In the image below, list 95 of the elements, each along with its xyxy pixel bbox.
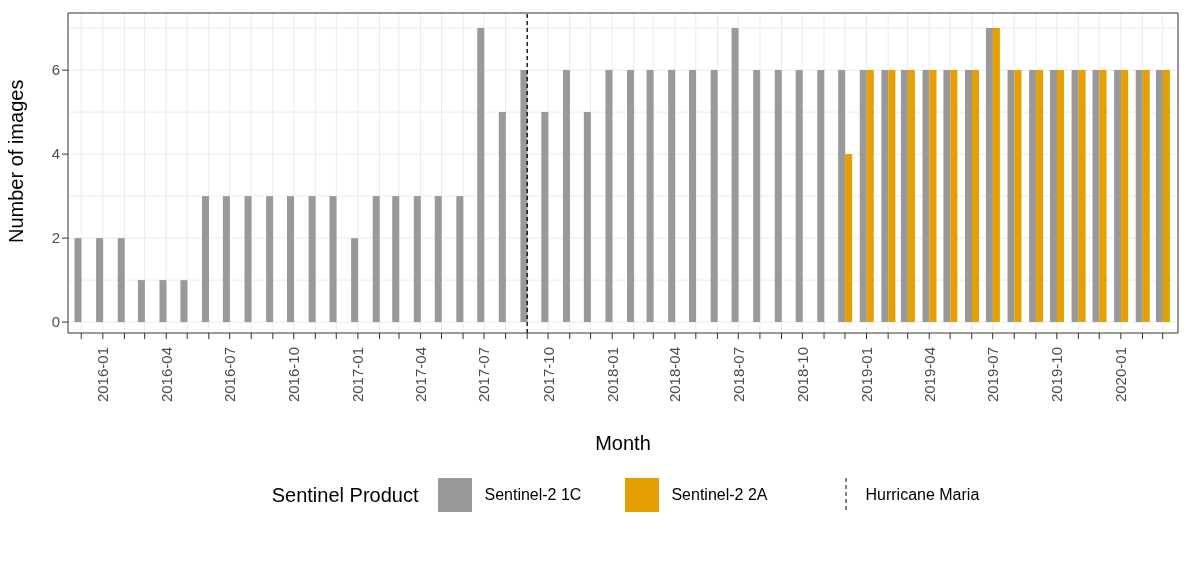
y-tick-label: 4: [51, 145, 60, 163]
bar: [520, 70, 528, 323]
x-tick-label: 2019-07: [984, 347, 1002, 403]
bar: [627, 70, 635, 323]
bar: [845, 154, 853, 323]
bar: [1135, 70, 1143, 323]
bar: [646, 70, 654, 323]
bar: [888, 70, 896, 323]
bar: [541, 112, 549, 323]
bar: [950, 70, 958, 323]
x-tick-label: 2018-10: [793, 347, 811, 403]
bar: [605, 70, 613, 323]
bar: [817, 70, 825, 323]
bar: [1057, 70, 1064, 323]
bar: [907, 70, 915, 323]
x-tick-label: 2018-01: [603, 347, 621, 403]
x-axis-title: Month: [595, 432, 651, 454]
y-axis-title: Number of images: [5, 79, 28, 243]
x-tick-label: 2017-01: [349, 347, 367, 403]
x-tick-label: 2018-04: [666, 347, 684, 403]
bar: [1050, 70, 1057, 323]
bar: [1099, 70, 1107, 323]
bar: [266, 196, 274, 323]
y-tick-label: 2: [51, 229, 60, 247]
bar: [434, 196, 442, 323]
bar: [180, 280, 188, 323]
legend-title: Sentinel Product: [271, 483, 419, 507]
bar: [985, 28, 993, 323]
bar: [971, 70, 979, 323]
bar: [859, 70, 867, 323]
bar: [838, 70, 846, 323]
bar: [689, 70, 697, 323]
bar: [668, 70, 676, 323]
x-tick-label: 2020-01: [1112, 347, 1130, 403]
bar: [731, 28, 739, 323]
bar: [96, 238, 104, 323]
x-tick-label: 2019-10: [1048, 347, 1066, 403]
bar: [1029, 70, 1037, 323]
x-tick-label: 2017-07: [475, 347, 493, 403]
bar: [413, 196, 421, 323]
bar: [222, 196, 230, 323]
bar: [456, 196, 464, 323]
legend-label: Hurricane Maria: [865, 486, 980, 504]
bar: [881, 70, 889, 323]
legend-label: Sentinel-2 1C: [484, 486, 582, 504]
y-tick-label: 6: [51, 61, 60, 79]
bar: [308, 196, 316, 323]
bar: [774, 70, 782, 323]
bar: [900, 70, 908, 323]
bar: [392, 196, 400, 323]
bar: [1121, 70, 1129, 323]
bar: [372, 196, 380, 323]
bar: [753, 70, 761, 323]
bar: [1155, 70, 1163, 323]
bar: [74, 238, 82, 323]
bar: [964, 70, 972, 323]
bar: [477, 28, 485, 323]
bar: [929, 70, 937, 323]
bar: [498, 112, 506, 323]
bar: [583, 112, 591, 323]
bar: [795, 70, 803, 323]
y-tick-label: 0: [51, 313, 60, 331]
bar: [1162, 70, 1170, 323]
x-tick-label: 2018-07: [729, 347, 747, 403]
bar: [137, 280, 145, 323]
bar: [329, 196, 337, 323]
bar: [1014, 70, 1022, 323]
bar: [943, 70, 951, 323]
bar: [1036, 70, 1044, 323]
bar: [244, 196, 252, 323]
x-tick-label: 2017-04: [412, 347, 430, 403]
bar: [922, 70, 930, 323]
bar: [159, 280, 167, 323]
x-tick-label: 2016-07: [221, 347, 239, 403]
legend-label: Sentinel-2 2A: [671, 486, 768, 504]
bar: [1142, 70, 1150, 323]
x-tick-label: 2016-04: [157, 347, 175, 403]
bar: [202, 196, 209, 323]
bar: [1007, 70, 1015, 323]
bar: [992, 28, 1000, 323]
bar: [287, 196, 295, 323]
bar: [1071, 70, 1079, 323]
x-tick-label: 2016-10: [285, 347, 303, 403]
x-tick-label: 2019-01: [858, 347, 876, 403]
x-tick-label: 2019-04: [920, 347, 938, 403]
x-tick-label: 2017-10: [539, 347, 557, 403]
bar: [1114, 70, 1122, 323]
bar: [710, 70, 718, 323]
x-tick-label: 2016-01: [94, 347, 112, 403]
bar: [1078, 70, 1086, 323]
bar: [351, 238, 359, 323]
bar: [117, 238, 125, 323]
bar: [1092, 70, 1100, 323]
bar: [866, 70, 874, 323]
bar: [562, 70, 570, 323]
